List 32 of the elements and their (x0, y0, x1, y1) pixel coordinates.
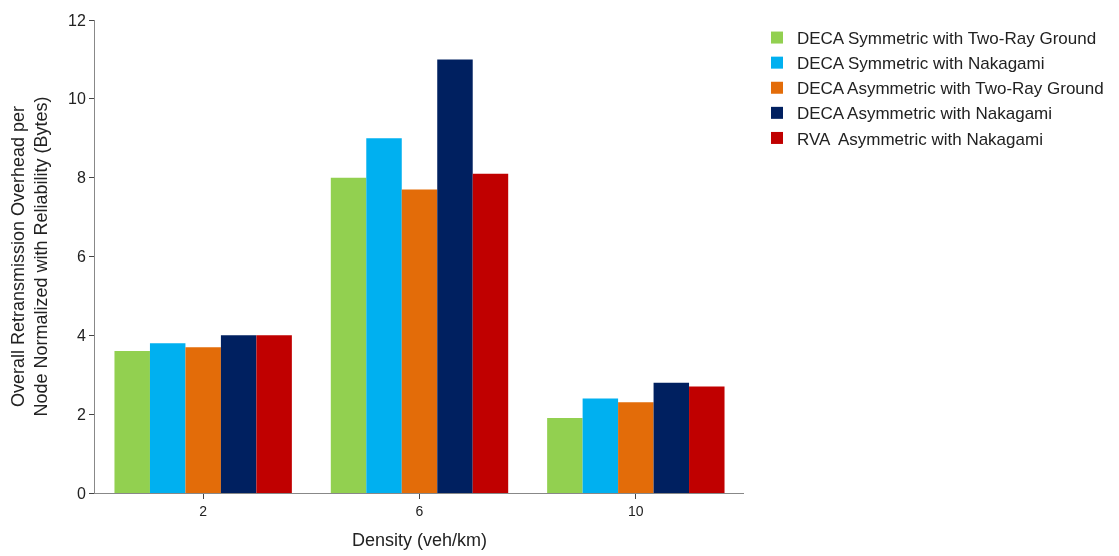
y-tick-label: 8 (76, 169, 86, 187)
bar (689, 386, 725, 493)
y-tick-label: 4 (76, 326, 86, 344)
y-tick-label: 6 (76, 248, 86, 266)
bar (256, 335, 292, 493)
y-tick-label: 0 (76, 484, 86, 502)
y-tick-label: 10 (68, 90, 86, 108)
bar (437, 59, 473, 493)
y-axis-title: Overall Retransmission Overhead per Node Normalized with Reliability (Bytes) (7, 96, 52, 417)
bar (401, 189, 438, 493)
bar (220, 335, 257, 493)
legend-label: DECA Asymmetric with Nakagami (796, 104, 1053, 124)
bar (653, 382, 690, 493)
bar (330, 177, 367, 493)
x-tick-label: 10 (628, 502, 644, 519)
legend-label: DECA Symmetric with Two-Ray Ground (796, 29, 1097, 49)
bar (472, 173, 509, 493)
y-tick-label: 2 (76, 405, 86, 423)
bar (149, 343, 186, 493)
bar (618, 402, 654, 493)
bar (366, 138, 402, 493)
bar (114, 351, 150, 493)
x-axis-title: Density (veh/km) (351, 529, 488, 550)
legend-label: DECA Symmetric with Nakagami (796, 54, 1045, 74)
bar (582, 398, 619, 493)
legend-label: DECA Asymmetric with Two-Ray Ground (796, 79, 1104, 99)
bar (547, 418, 583, 493)
y-tick-label: 12 (68, 11, 86, 29)
x-tick-label: 6 (415, 502, 424, 519)
bar (185, 347, 221, 493)
x-tick-label: 2 (199, 502, 208, 519)
legend-label: RVA Asymmetric with Nakagami (796, 129, 1043, 149)
